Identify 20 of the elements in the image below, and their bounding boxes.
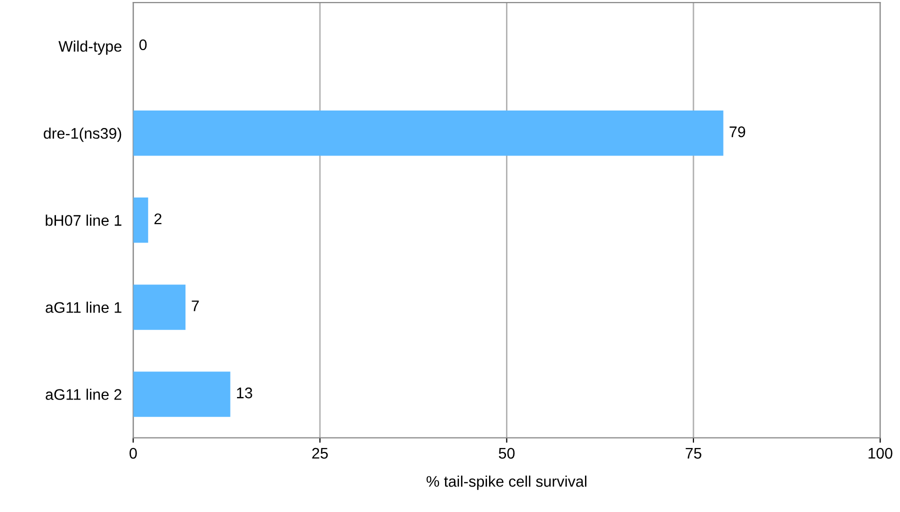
bar (133, 198, 148, 243)
data-label: 13 (237, 388, 252, 398)
y-tick-label: aG11 line 2 (46, 388, 122, 400)
x-tick-label: 0 (130, 448, 137, 459)
bar (133, 110, 724, 156)
x-axis-title: % tail-spike cell survival (426, 476, 586, 490)
y-tick-label: bH07 line 1 (46, 214, 122, 226)
data-label: 7 (192, 300, 199, 312)
x-tick-label: 75 (686, 448, 702, 459)
bar (133, 284, 186, 330)
data-label: 0 (139, 39, 147, 50)
y-tick-label: aG11 line 1 (46, 302, 122, 313)
x-tick-label: 100 (868, 448, 892, 459)
bar (133, 372, 230, 417)
y-tick-label: Wild-type (58, 40, 122, 55)
x-tick-label: 50 (498, 448, 515, 459)
x-tick-label: 25 (312, 448, 328, 459)
data-label: 2 (154, 213, 162, 224)
data-label: 79 (730, 126, 746, 138)
y-tick-label: dre-1(ns39) (44, 128, 122, 142)
